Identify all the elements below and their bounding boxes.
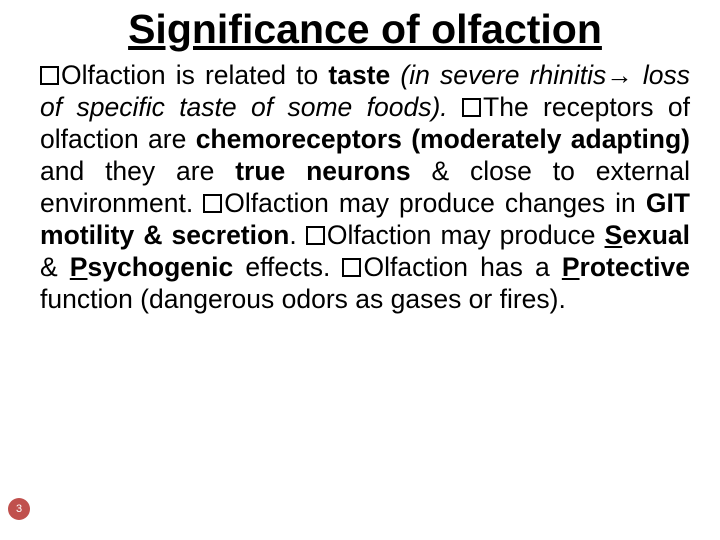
page-number-badge: 3: [8, 498, 30, 520]
text-run: function (dangerous odors as gases or fi…: [40, 284, 566, 314]
text-run: sychogenic: [87, 252, 233, 282]
text-run: true neurons: [235, 156, 410, 186]
text-run: Olfaction is related to: [61, 60, 328, 90]
text-run: [390, 60, 400, 90]
text-run: P: [70, 252, 88, 282]
bullet-icon: [203, 194, 222, 213]
text-run: →: [606, 60, 633, 90]
text-run: Olfaction may produce changes in: [224, 188, 646, 218]
bullet-icon: [306, 226, 325, 245]
text-run: (in severe rhinitis: [400, 60, 606, 90]
slide-body: Olfaction is related to taste (in severe…: [40, 59, 690, 316]
text-run: chemoreceptors (moderately adapting): [196, 124, 690, 154]
text-run: S: [605, 220, 623, 250]
text-run: taste: [328, 60, 390, 90]
text-run: rotective: [580, 252, 690, 282]
bullet-icon: [462, 98, 481, 117]
text-run: and they are: [40, 156, 235, 186]
slide: Significance of olfaction Olfaction is r…: [0, 0, 720, 540]
text-run: exual: [622, 220, 690, 250]
bullet-icon: [342, 258, 361, 277]
bullet-icon: [40, 66, 59, 85]
text-run: P: [562, 252, 580, 282]
text-run: .: [289, 220, 296, 250]
text-run: effects.: [233, 252, 330, 282]
text-run: Olfaction may produce: [327, 220, 605, 250]
text-run: &: [40, 252, 70, 282]
slide-title: Significance of olfaction: [40, 6, 690, 53]
text-run: Olfaction has a: [363, 252, 561, 282]
